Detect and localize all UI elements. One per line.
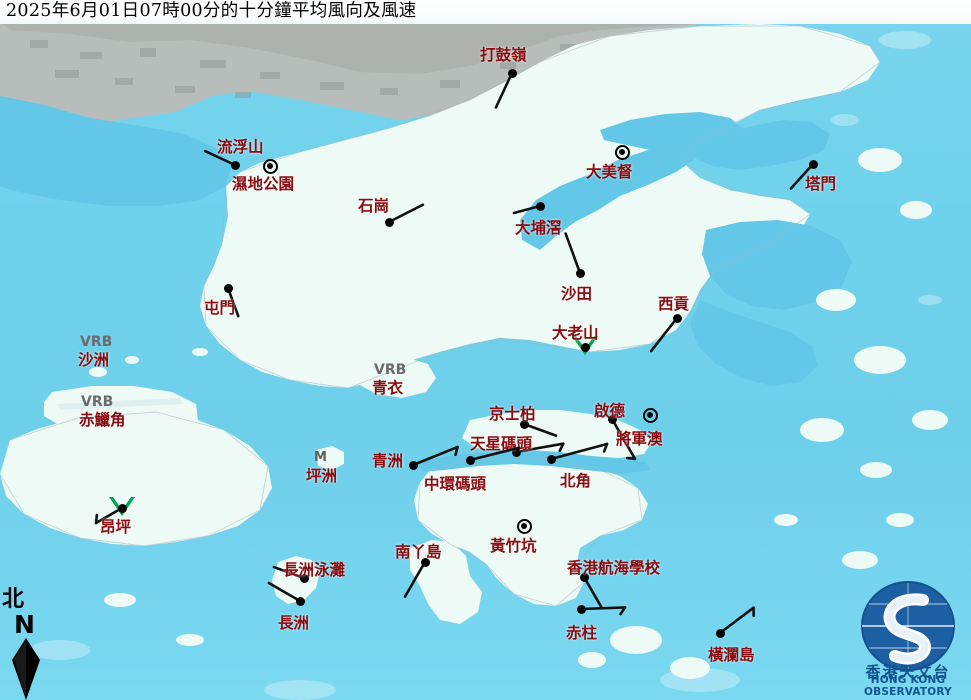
station-label-station: 京士柏 [489, 404, 536, 423]
station-label-station: 濕地公園 [232, 174, 295, 193]
station-dot-icon [579, 572, 589, 582]
station-wind-value: VRB [81, 394, 114, 410]
station-label-station: 青洲 [372, 451, 404, 470]
airport-runway [58, 398, 182, 410]
station-label-station: 流浮山 [217, 137, 264, 156]
station-dot-icon [465, 455, 475, 465]
station-label-station: 啟德 [594, 401, 626, 420]
station-label-station: 屯門 [204, 298, 236, 317]
victoria-harbour-water [420, 450, 650, 474]
station-label-station: 橫瀾島 [708, 645, 755, 664]
station-dot-icon [117, 503, 127, 513]
north-arrow: 北 N [2, 588, 62, 700]
station-dot-icon [607, 414, 617, 424]
station-label-station: 塔門 [805, 174, 837, 193]
station-label-station: 昂坪 [100, 517, 132, 536]
station-label-station: 香港航海學校 [567, 558, 661, 577]
station-label-station: 赤鱲角 [79, 410, 126, 429]
station-label-station: 青衣 [372, 378, 404, 397]
station-dot-icon [230, 160, 240, 170]
southern-islets [104, 513, 914, 679]
station-wind-value: VRB [374, 362, 407, 378]
station-dot-icon [580, 342, 590, 352]
station-wind-value: VRB [80, 334, 113, 350]
north-label-en: N [14, 610, 35, 639]
station-dot-icon [507, 68, 517, 78]
western-islets [89, 348, 208, 377]
station-label-station: 西貢 [658, 294, 690, 313]
station-label-station: 坪洲 [306, 466, 338, 485]
station-dot-icon [420, 557, 430, 567]
deep-bay-water [0, 96, 232, 206]
page-title: 2025年6月01日07時00分的十分鐘平均風向及風速 [6, 1, 417, 21]
station-dot-icon [576, 604, 586, 614]
tolo-channel-water [690, 120, 830, 170]
station-label-station: 沙洲 [78, 350, 110, 369]
station-label-station: 長洲 [278, 613, 310, 632]
mainland-urban-texture [0, 22, 700, 74]
station-dot-icon [546, 454, 556, 464]
station-label-station: 赤柱 [566, 623, 598, 642]
station-label-station: 大美督 [586, 162, 633, 181]
station-label-station: 中環碼頭 [424, 474, 487, 493]
tolo-harbour-water [520, 144, 694, 250]
station-dot-icon [672, 313, 682, 323]
sai-kung-inner-water [702, 220, 852, 310]
hko-logo-text-cn: 香港天文台 [865, 663, 951, 681]
station-label-station: 大埔滘 [515, 218, 562, 237]
station-calm-circle-icon [516, 518, 532, 534]
station-calm-circle-icon [614, 144, 630, 160]
station-label-station: 打鼓嶺 [480, 45, 527, 64]
hko-logo-text-en: HONG KONG OBSERVATORY [864, 674, 952, 698]
station-dot-icon [535, 201, 545, 211]
hko-logo: 香港天文台 HONG KONG OBSERVATORY [849, 578, 967, 700]
station-dot-icon [223, 283, 233, 293]
station-label-station: 長洲泳灘 [283, 560, 346, 579]
station-calm-circle-icon [642, 407, 658, 423]
station-label-station: 沙田 [561, 284, 593, 303]
north-label-cn: 北 [2, 586, 25, 612]
hko-logo-icon [861, 581, 955, 671]
title-bar [0, 0, 971, 24]
station-label-station: 大老山 [552, 323, 599, 342]
sai-kung-bay-water [690, 300, 818, 386]
station-label-station: 將軍澳 [616, 429, 663, 448]
chek-lap-kok-land [44, 386, 198, 434]
eastern-islets [800, 148, 948, 478]
station-dot-icon [575, 268, 585, 278]
station-dot-icon [299, 573, 309, 583]
peng-chau-land [316, 446, 344, 470]
station-dot-icon [295, 596, 305, 606]
hong-kong-island-land [414, 456, 648, 606]
north-arrow-icon [12, 638, 40, 700]
station-dot-icon [715, 628, 725, 638]
tsing-yi-land [356, 358, 436, 398]
station-wind-value: M [314, 450, 327, 465]
station-label-station: 黃竹坑 [490, 536, 537, 555]
station-label-station: 南丫島 [395, 542, 442, 561]
lantau-island-land [0, 412, 272, 546]
station-dot-icon [808, 159, 818, 169]
station-calm-circle-icon [262, 158, 278, 174]
station-label-station: 石崗 [358, 196, 390, 215]
station-dot-icon [519, 419, 529, 429]
station-dot-icon [384, 217, 394, 227]
station-label-station: 北角 [560, 471, 592, 490]
station-dot-icon [408, 460, 418, 470]
